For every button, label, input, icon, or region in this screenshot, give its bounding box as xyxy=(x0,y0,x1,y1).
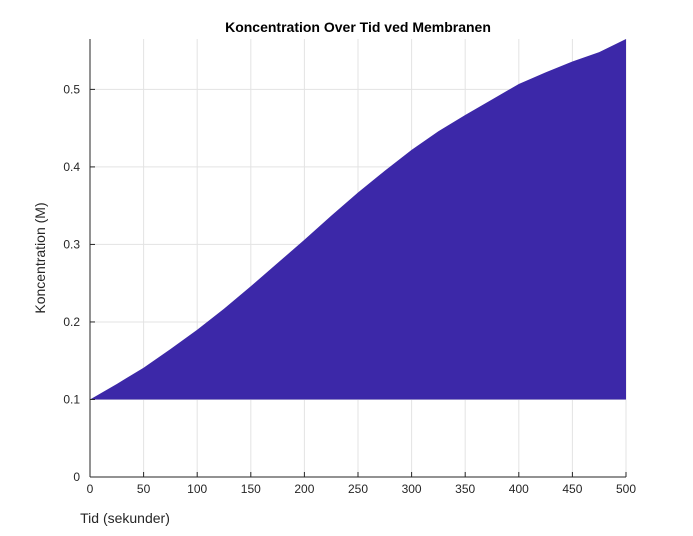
y-tick-label: 0.1 xyxy=(63,392,80,406)
y-tick-label: 0.2 xyxy=(63,315,80,329)
x-tick-label: 350 xyxy=(455,482,475,496)
area-series-fill xyxy=(90,39,626,400)
x-tick-label: 500 xyxy=(616,482,636,496)
x-tick-label: 50 xyxy=(137,482,151,496)
chart-title: Koncentration Over Tid ved Membranen xyxy=(225,19,491,35)
x-tick-label: 450 xyxy=(562,482,582,496)
x-tick-label: 200 xyxy=(294,482,314,496)
y-tick-label: 0.4 xyxy=(63,160,80,174)
y-tick-label: 0 xyxy=(73,470,80,484)
x-tick-label: 250 xyxy=(348,482,368,496)
x-tick-label: 0 xyxy=(87,482,94,496)
y-tick-label: 0.5 xyxy=(63,82,80,96)
ticks: 0 50 100 150 200 250 300 350 400 450 500 0 0.1 0.2 0.3… xyxy=(63,82,636,496)
x-tick-label: 150 xyxy=(241,482,261,496)
y-axis-title: Koncentration (M) xyxy=(32,202,48,313)
x-tick-label: 100 xyxy=(187,482,207,496)
x-tick-label: 400 xyxy=(509,482,529,496)
y-tick-label: 0.3 xyxy=(63,237,80,251)
x-tick-label: 300 xyxy=(402,482,422,496)
x-axis-title: Tid (sekunder) xyxy=(80,510,170,526)
